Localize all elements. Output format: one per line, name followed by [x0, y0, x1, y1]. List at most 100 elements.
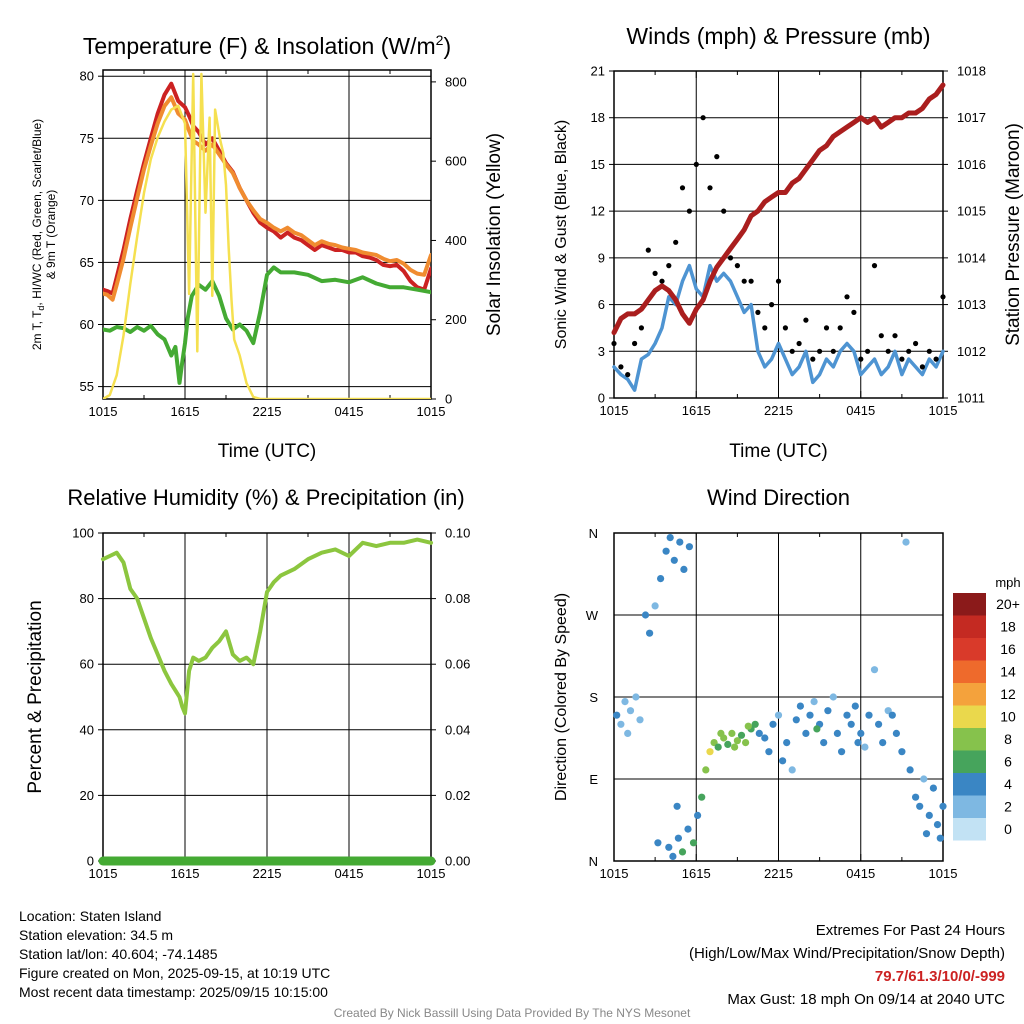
y2-tick-label: 0.00: [445, 854, 470, 869]
y-tick-label: 0: [87, 854, 94, 869]
extremes-values: 79.7/61.3/10/0/-999: [874, 968, 1005, 985]
gust-point: [625, 372, 631, 378]
direction-point: [674, 834, 683, 842]
gust-point: [940, 294, 946, 300]
legend-label: 2: [1004, 799, 1012, 815]
direction-point: [870, 666, 879, 674]
gust-point: [775, 278, 782, 284]
y-tick-label: 21: [591, 64, 605, 79]
title-superscript: 2: [436, 32, 444, 48]
gust-point: [830, 348, 836, 354]
y2-tick-label: 0.04: [445, 722, 470, 737]
x-tick-label: 1015: [929, 866, 958, 881]
y-tick-label: 80: [80, 591, 94, 606]
y2-tick-label: 0: [445, 392, 452, 407]
x-tick-label: 1015: [417, 866, 446, 881]
x-tick-label: 1015: [600, 866, 629, 881]
y-tick-label: 60: [80, 317, 94, 332]
direction-point: [694, 811, 702, 820]
x-tick-label: 1015: [89, 866, 118, 881]
gust-point: [899, 356, 905, 362]
gust-point: [666, 263, 672, 269]
gust-point: [645, 247, 651, 253]
legend-label: 20+: [996, 596, 1020, 612]
panel-humidity: 1015 1615 2215 0415 10150204060801000.000.02…: [25, 485, 470, 881]
gust-point: [755, 309, 761, 315]
y-tick-label: 65: [80, 255, 94, 270]
y-tick-label: 20: [80, 788, 94, 803]
direction-point: [765, 748, 773, 756]
direction-point: [906, 766, 914, 774]
gust-point: [721, 208, 727, 214]
gust-point: [837, 325, 843, 331]
direction-point: [641, 611, 650, 619]
series-pressure: [611, 82, 946, 336]
direction-point: [662, 547, 670, 555]
gust-point: [638, 325, 645, 331]
station-location: Location: Staten Island: [19, 908, 162, 924]
direction-point: [779, 757, 787, 765]
legend-label: 14: [1000, 664, 1016, 680]
chart-title: Relative Humidity (%) & Precipitation (i…: [67, 485, 464, 510]
gust-point: [632, 340, 638, 347]
direction-point: [724, 740, 732, 749]
gust-point: [673, 239, 679, 245]
direction-point: [820, 739, 828, 747]
direction-point: [838, 748, 846, 756]
gust-point: [748, 278, 754, 284]
direction-point: [802, 729, 810, 738]
x-tick-label: 0415: [846, 403, 875, 418]
gust-point: [803, 317, 809, 323]
gust-point: [611, 340, 617, 347]
direction-point: [626, 707, 635, 715]
y-tick-label: 0: [598, 391, 605, 406]
x-tick-label: 2215: [764, 403, 793, 418]
y-tick-label: 12: [591, 204, 605, 219]
gust-point: [878, 333, 884, 339]
legend-label: 4: [1004, 776, 1012, 792]
direction-point: [813, 725, 821, 733]
gust-point: [810, 356, 816, 362]
legend-label: 0: [1004, 821, 1012, 837]
series-insolation: [103, 72, 431, 399]
station-info: Location: Staten Island Station elevatio…: [19, 907, 330, 1002]
direction-point: [646, 629, 654, 637]
x-tick-label: 0415: [846, 866, 875, 881]
chart-title: Wind Direction: [707, 485, 850, 510]
direction-point: [892, 729, 901, 738]
panel-temperature: 1015 1615 2215 0415 101555606570758002004006…: [30, 32, 505, 462]
direction-point: [676, 538, 684, 546]
direction-point: [865, 711, 873, 719]
temperature-series: [103, 72, 431, 399]
direction-point: [879, 739, 887, 747]
y-axis-label-line2: & 9m T (Orange): [44, 190, 58, 280]
credit-line: Created By Nick Bassill Using Data Provi…: [333, 1006, 691, 1020]
direction-point: [761, 734, 769, 742]
direction-point: [651, 602, 659, 610]
direction-point: [702, 766, 710, 774]
y-tick-label: 15: [591, 157, 605, 172]
direction-point: [621, 698, 629, 706]
max-gust: Max Gust: 18 mph On 09/14 at 2040 UTC: [727, 991, 1005, 1008]
direction-point: [657, 575, 665, 583]
legend-label: 16: [1000, 641, 1016, 657]
gust-point: [913, 340, 919, 347]
y-tick-label: 60: [80, 657, 94, 672]
direction-point: [685, 543, 694, 551]
gust-point: [686, 208, 693, 214]
direction-point: [731, 743, 739, 751]
direction-point: [698, 793, 706, 801]
direction-point: [847, 720, 855, 728]
legend-swatch: [953, 638, 986, 661]
y2-tick-label: 600: [445, 154, 467, 169]
series-dewpoint: [103, 265, 431, 385]
direction-point: [929, 784, 938, 792]
series-wind: [612, 263, 945, 392]
gust-point: [871, 263, 878, 269]
y2-tick-label: 1012: [957, 344, 986, 359]
extremes-title: Extremes For Past 24 Hours: [815, 922, 1005, 939]
direction-point: [916, 802, 924, 810]
direction-point: [684, 825, 692, 833]
y2-tick-label: 1016: [957, 157, 986, 172]
